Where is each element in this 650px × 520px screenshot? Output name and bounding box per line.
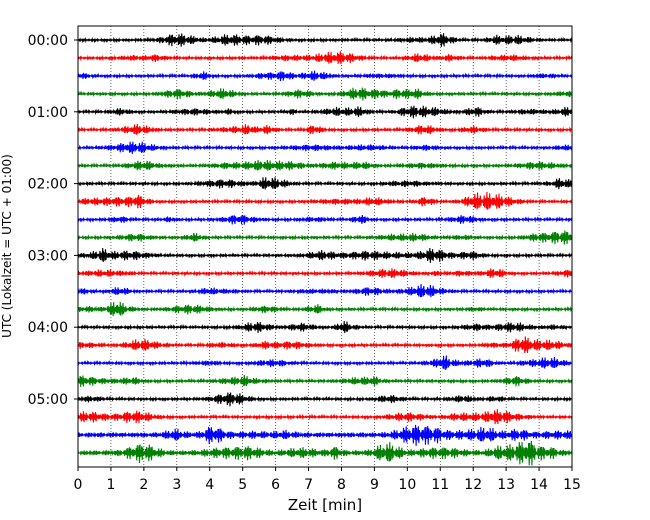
trace-line [77, 214, 573, 225]
x-tick-label: 3 [172, 477, 181, 493]
trace-line [77, 284, 573, 298]
trace-line [77, 124, 573, 135]
x-tick-label: 9 [370, 477, 379, 493]
trace-line [77, 230, 573, 245]
x-tick-label: 15 [563, 477, 581, 493]
x-axis-label: Zeit [min] [288, 496, 362, 514]
x-tick-label: 13 [497, 477, 515, 493]
y-axis-label: UTC (Lokalzeit = UTC + 01:00) [0, 154, 14, 338]
x-tick-label: 4 [205, 477, 214, 493]
x-tick-label: 1 [106, 477, 115, 493]
trace-line [77, 247, 573, 263]
y-tick-label: 04:00 [28, 320, 68, 336]
trace-line [77, 409, 573, 425]
x-tick-label: 7 [304, 477, 313, 493]
y-tick-label: 02:00 [28, 177, 68, 193]
trace-line [77, 424, 573, 446]
x-tick-label: 6 [271, 477, 280, 493]
x-tick-label: 5 [238, 477, 247, 493]
trace-lines [77, 33, 573, 466]
x-tick-label: 2 [139, 477, 148, 493]
trace-line [77, 159, 573, 171]
trace-line [77, 268, 573, 279]
trace-line [77, 51, 573, 65]
y-tick-label: 05:00 [28, 392, 68, 408]
trace-line [77, 87, 573, 101]
trace-line [77, 392, 573, 407]
x-tick-label: 10 [398, 477, 416, 493]
y-tick-label: 01:00 [28, 105, 68, 121]
x-tick-label: 11 [431, 477, 449, 493]
trace-line [77, 440, 573, 466]
trace-line [77, 301, 573, 316]
y-axis-ticks: 00:00 01:00 02:00 03:00 04:00 05:00 [28, 33, 78, 408]
x-axis-ticks: 0 1 2 3 4 5 6 7 8 9 10 11 12 13 14 15 [74, 467, 581, 493]
plot-frame [77, 25, 573, 468]
trace-line [77, 355, 573, 371]
y-tick-label: 00:00 [28, 33, 68, 49]
x-tick-label: 8 [337, 477, 346, 493]
x-tick-label: 0 [74, 477, 83, 493]
trace-line [77, 33, 573, 47]
x-tick-label: 12 [464, 477, 482, 493]
trace-line [77, 321, 573, 334]
trace-line [77, 374, 573, 387]
trace-line [77, 141, 573, 154]
y-tick-label: 03:00 [28, 248, 68, 264]
trace-line [77, 177, 573, 190]
trace-line [77, 191, 573, 210]
x-tick-label: 14 [530, 477, 548, 493]
trace-line [77, 70, 573, 82]
trace-line [77, 336, 573, 353]
trace-line [77, 105, 573, 119]
